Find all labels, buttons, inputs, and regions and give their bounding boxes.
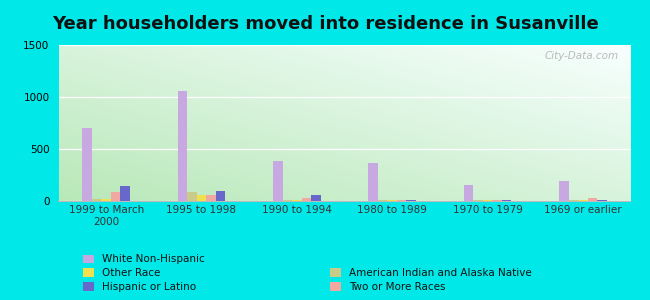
Bar xyxy=(187,192,197,201)
Bar xyxy=(378,200,387,201)
Bar xyxy=(473,200,483,201)
Bar xyxy=(197,195,206,201)
Bar xyxy=(216,190,226,201)
Bar xyxy=(406,200,416,201)
Bar xyxy=(502,200,512,201)
Bar xyxy=(578,200,588,201)
Bar xyxy=(292,200,302,201)
Bar xyxy=(92,200,101,201)
Bar xyxy=(206,195,216,201)
Text: Year householders moved into residence in Susanville: Year householders moved into residence i… xyxy=(51,15,599,33)
Bar xyxy=(387,200,397,201)
Bar xyxy=(111,192,120,201)
Bar xyxy=(120,186,130,201)
Legend: White Non-Hispanic, Other Race, Hispanic or Latino: White Non-Hispanic, Other Race, Hispanic… xyxy=(83,254,205,292)
Text: City-Data.com: City-Data.com xyxy=(545,51,619,61)
Bar xyxy=(273,161,283,201)
Bar xyxy=(597,200,606,201)
Bar xyxy=(283,200,292,201)
Bar xyxy=(397,200,406,201)
Bar xyxy=(302,198,311,201)
Bar xyxy=(492,200,502,201)
Bar xyxy=(311,195,320,201)
Bar xyxy=(463,185,473,201)
Bar xyxy=(588,198,597,201)
Bar xyxy=(101,199,111,201)
Bar xyxy=(569,200,578,201)
Bar xyxy=(559,181,569,201)
Bar xyxy=(83,128,92,201)
Legend: American Indian and Alaska Native, Two or More Races: American Indian and Alaska Native, Two o… xyxy=(330,268,532,292)
Bar xyxy=(483,200,492,201)
Bar xyxy=(177,91,187,201)
Bar xyxy=(369,163,378,201)
